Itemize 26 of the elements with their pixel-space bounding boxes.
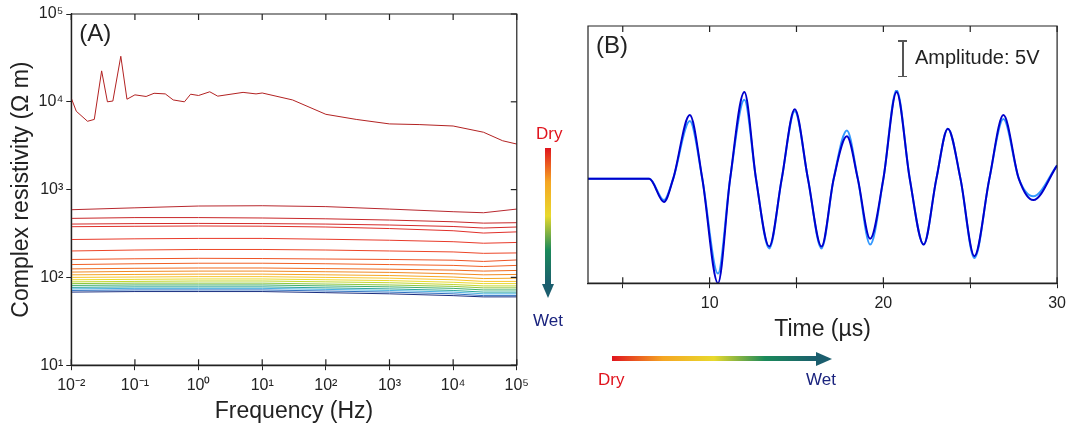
x-tick-label: 10² [314, 376, 339, 394]
x-tick-label: 10⁰ [186, 376, 211, 394]
x-axis-title: Frequency (Hz) [214, 396, 374, 423]
text: Dry [536, 124, 563, 144]
y-tick-label: 10³ [40, 180, 64, 198]
text: Wet [533, 311, 563, 331]
x-axis-title: Time (µs) [774, 314, 871, 341]
x-tick-label: 10³ [377, 376, 402, 394]
text: Wet [806, 370, 836, 390]
x-tick-label: 20 [874, 294, 893, 312]
y-axis-title: Complex resistivity (Ω m) [7, 61, 34, 318]
x-tick-label: 10¹ [250, 376, 274, 394]
x-tick-label: 10 [700, 294, 719, 312]
y-tick-label: 10¹ [40, 355, 64, 373]
y-tick-label: 10⁵ [38, 4, 64, 22]
text: Dry [598, 370, 625, 390]
x-tick-label: 10⁴ [440, 376, 466, 394]
chart-title: (A) [79, 18, 112, 46]
x-tick-label: 10⁻¹ [120, 376, 149, 394]
chart-title: (B) [596, 30, 628, 58]
y-tick-label: 10² [40, 267, 64, 285]
text: Amplitude: 5V [915, 46, 1040, 69]
x-tick-label: 10⁵ [504, 376, 529, 394]
x-tick-label: 10⁻² [57, 376, 87, 394]
y-tick-label: 10⁴ [38, 92, 64, 110]
x-tick-label: 30 [1048, 294, 1067, 312]
